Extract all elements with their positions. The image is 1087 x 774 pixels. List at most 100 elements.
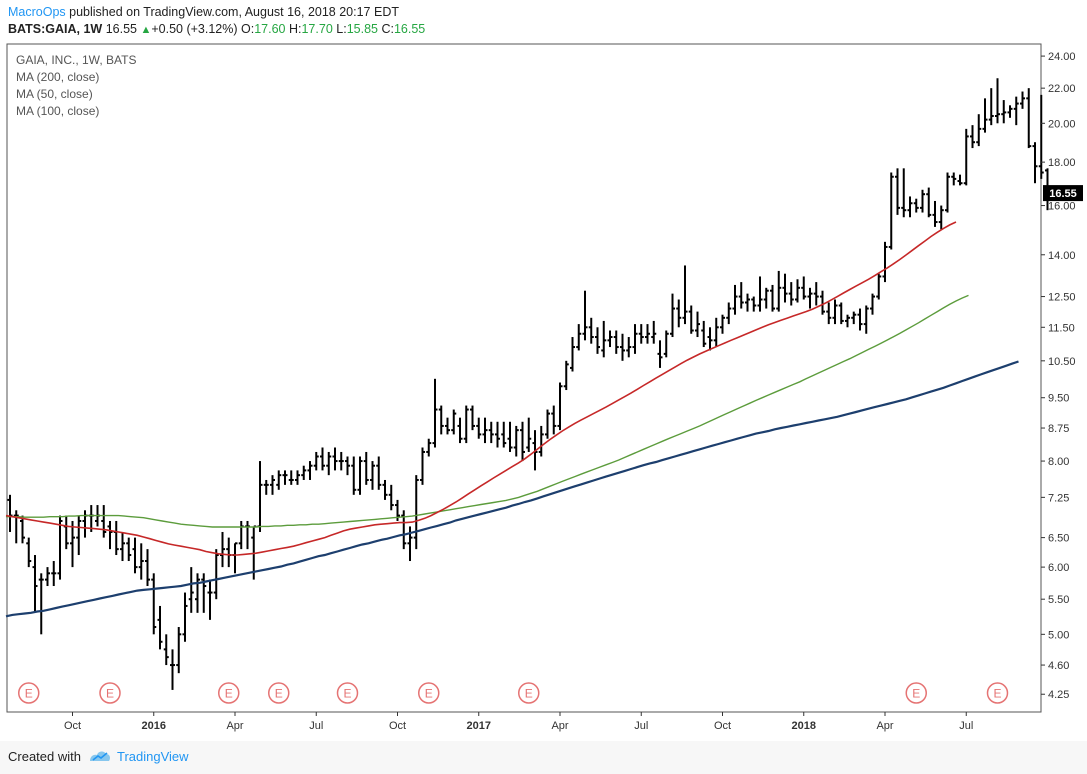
ohlc-bar <box>832 299 838 325</box>
ohlc-bar <box>607 330 613 348</box>
legend-ma200[interactable]: MA (200, close) <box>16 70 99 84</box>
ohlc-bar <box>1013 96 1019 126</box>
earnings-marker[interactable]: E <box>518 682 540 704</box>
ohlc-bar <box>338 451 344 471</box>
earnings-letter: E <box>912 687 920 701</box>
ohlc-bar <box>795 279 800 303</box>
ohlc-bar <box>195 573 200 613</box>
ohlc-bar <box>326 451 332 476</box>
price-chart[interactable]: E E E E E E E E E 24.00 22.00 20.00 18.00 16.00 14.00… <box>0 42 1087 741</box>
ohlc-bar <box>126 537 132 562</box>
ohlc-bar <box>1038 94 1044 179</box>
ohlc-bar <box>888 172 894 250</box>
earnings-circle[interactable] <box>986 682 1009 704</box>
ohlc-bar <box>626 337 632 358</box>
earnings-marker[interactable]: E <box>905 682 927 704</box>
ohlc-bar <box>76 515 82 556</box>
ohlc-bar <box>732 284 738 315</box>
ohlc-bar <box>132 537 138 574</box>
ohlc-bar <box>788 282 794 306</box>
earnings-letter: E <box>343 687 351 701</box>
earnings-circle[interactable] <box>336 682 359 704</box>
earnings-marker[interactable]: E <box>268 682 290 704</box>
legend-ma100[interactable]: MA (100, close) <box>16 104 99 118</box>
ohlc-bar <box>513 425 519 457</box>
ohlc-bar <box>1026 88 1032 149</box>
legend-ma50[interactable]: MA (50, close) <box>16 87 93 101</box>
ohlc-bar <box>1032 142 1038 184</box>
ohlc-bar <box>470 405 475 431</box>
ohlc-bar <box>413 475 419 550</box>
ma100-line <box>6 294 969 528</box>
low-label: L: <box>336 22 347 36</box>
ohlc-bar <box>420 447 425 485</box>
ohlc-bar <box>376 456 382 490</box>
earnings-circle[interactable] <box>905 682 927 704</box>
ohlc-bar <box>820 290 825 315</box>
ohlc-bar <box>307 461 313 480</box>
ohlc-bar <box>370 461 375 490</box>
x-tick-label: 2016 <box>142 720 166 732</box>
x-tick-label: Apr <box>876 720 893 732</box>
ohlc-bar <box>170 649 175 690</box>
ohlc-bar <box>701 320 707 348</box>
ohlc-bar <box>351 456 357 495</box>
ohlc-bar <box>101 505 107 538</box>
earnings-letter: E <box>993 687 1001 701</box>
author-link[interactable]: MacroOps <box>8 5 66 19</box>
ohlc-bar <box>601 320 607 358</box>
ohlc-bar <box>613 330 619 354</box>
ohlc-bar <box>951 172 957 186</box>
y-tick-label: 6.00 <box>1048 562 1069 574</box>
ohlc-bar <box>507 421 513 452</box>
ohlc-bar <box>638 324 644 344</box>
ohlc-bar <box>107 520 113 550</box>
tradingview-logo-icon[interactable] <box>88 747 112 765</box>
earnings-marker[interactable]: E <box>336 682 359 704</box>
ohlc-bar <box>688 305 694 334</box>
earnings-circle[interactable] <box>268 682 290 704</box>
earnings-circle[interactable] <box>18 682 40 704</box>
ohlc-bar <box>576 324 582 351</box>
time-axis[interactable]: Oct 2016 Apr Jul Oct 2017 Apr Jul Oct 2018 Apr Jul <box>64 712 973 732</box>
ohlc-bar <box>482 417 488 444</box>
x-tick-label: Jul <box>959 720 973 732</box>
ohlc-bar <box>201 573 207 613</box>
ohlc-bar <box>751 296 757 312</box>
earnings-marker[interactable]: E <box>18 682 40 704</box>
ohlc-bar <box>957 174 963 186</box>
ohlc-bar <box>120 531 125 562</box>
earnings-marker[interactable]: E <box>986 682 1009 704</box>
earnings-marker[interactable]: E <box>99 682 121 704</box>
earnings-letter: E <box>525 687 533 701</box>
plot-area[interactable] <box>6 43 1042 713</box>
earnings-marker[interactable]: E <box>218 682 240 704</box>
earnings-circle[interactable] <box>218 682 240 704</box>
publish-info: MacroOps published on TradingView.com, A… <box>8 5 399 19</box>
earnings-circle[interactable] <box>418 682 440 704</box>
ohlc-bar <box>657 340 663 368</box>
publish-text: published on TradingView.com, August 16,… <box>65 5 399 19</box>
ohlc-bar <box>976 114 982 147</box>
ohlc-bar <box>488 421 494 444</box>
ohlc-bar <box>695 311 700 338</box>
earnings-circle[interactable] <box>518 682 540 704</box>
x-tick-label: Apr <box>551 720 568 732</box>
earnings-marker[interactable]: E <box>418 682 440 704</box>
ohlc-bar <box>45 567 50 587</box>
price-axis[interactable]: 24.00 22.00 20.00 18.00 16.00 14.00 12.50 11.50… <box>1041 51 1076 701</box>
ohlc-bar <box>1001 100 1007 124</box>
ohlc-bar <box>332 447 338 471</box>
ohlc-bar <box>770 284 775 312</box>
earnings-circle[interactable] <box>99 682 121 704</box>
y-tick-label: 12.50 <box>1048 292 1076 304</box>
y-tick-label: 8.00 <box>1048 456 1069 468</box>
x-tick-label: Apr <box>226 720 243 732</box>
ohlc-bar <box>782 273 788 303</box>
ohlc-bar <box>151 573 157 635</box>
ohlc-bar <box>745 293 750 312</box>
y-tick-label: 4.25 <box>1048 689 1069 701</box>
tradingview-link[interactable]: TradingView <box>117 749 189 764</box>
ohlc-bar <box>520 421 525 462</box>
ohlc-bar <box>163 634 169 666</box>
